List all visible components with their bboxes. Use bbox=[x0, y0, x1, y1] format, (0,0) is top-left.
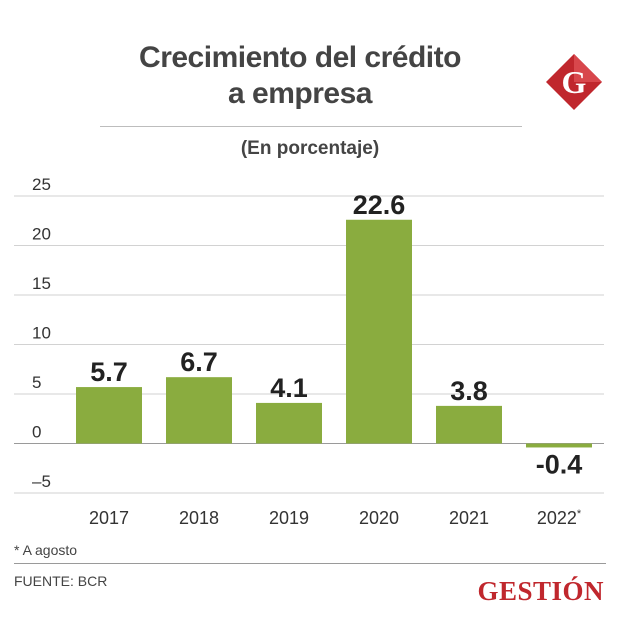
source-label: FUENTE: BCR bbox=[14, 573, 108, 589]
y-tick-label: 5 bbox=[32, 373, 41, 392]
gestion-g-logo-icon: G bbox=[546, 54, 602, 110]
y-tick-label: 0 bbox=[32, 423, 41, 442]
bar-value-label: 4.1 bbox=[270, 373, 308, 403]
y-tick-label: 20 bbox=[32, 225, 51, 244]
x-tick-label: 2018 bbox=[179, 508, 219, 528]
x-tick-label: 2020 bbox=[359, 508, 399, 528]
chart-title-line-1: Crecimiento del crédito bbox=[139, 41, 461, 74]
bar bbox=[166, 377, 232, 444]
bar bbox=[256, 402, 322, 444]
y-tick-label: –5 bbox=[32, 472, 51, 491]
bar bbox=[76, 387, 142, 444]
y-axis-labels: 25 20 15 10 5 0 –5 bbox=[32, 175, 51, 491]
bar-value-label: 22.6 bbox=[353, 190, 406, 220]
y-tick-label: 25 bbox=[32, 175, 51, 194]
x-axis-labels: 2017 2018 2019 2020 2021 2022* bbox=[89, 508, 582, 528]
x-tick-label: 2022* bbox=[537, 508, 582, 528]
chart-gridlines bbox=[14, 195, 604, 494]
x-tick-label: 2019 bbox=[269, 508, 309, 528]
footer-divider bbox=[14, 563, 606, 564]
bar-value-labels: 5.7 6.7 4.1 22.6 3.8 -0.4 bbox=[90, 190, 582, 480]
bar bbox=[436, 405, 502, 444]
chart-title: Crecimiento del crédito a empresa bbox=[40, 40, 560, 112]
footnote: * A agosto bbox=[14, 542, 78, 558]
bar-value-label: -0.4 bbox=[536, 449, 583, 479]
logo-letter: G bbox=[562, 64, 587, 100]
title-divider bbox=[100, 126, 522, 127]
x-tick-label: 2021 bbox=[449, 508, 489, 528]
y-tick-label: 10 bbox=[32, 324, 51, 343]
bar-value-label: 5.7 bbox=[90, 357, 128, 387]
bar-value-label: 6.7 bbox=[180, 347, 218, 377]
bar bbox=[346, 219, 412, 444]
chart-subtitle: (En porcentaje) bbox=[240, 138, 380, 159]
y-tick-label: 15 bbox=[32, 274, 51, 293]
x-tick-label: 2017 bbox=[89, 508, 129, 528]
gestion-brand-logo: GESTIÓN bbox=[477, 576, 604, 606]
chart-bars bbox=[76, 219, 592, 448]
bar-value-label: 3.8 bbox=[450, 376, 488, 406]
logo-diamond-highlight bbox=[574, 54, 602, 82]
bar bbox=[526, 443, 592, 448]
chart-title-line-2: a empresa bbox=[228, 77, 372, 110]
